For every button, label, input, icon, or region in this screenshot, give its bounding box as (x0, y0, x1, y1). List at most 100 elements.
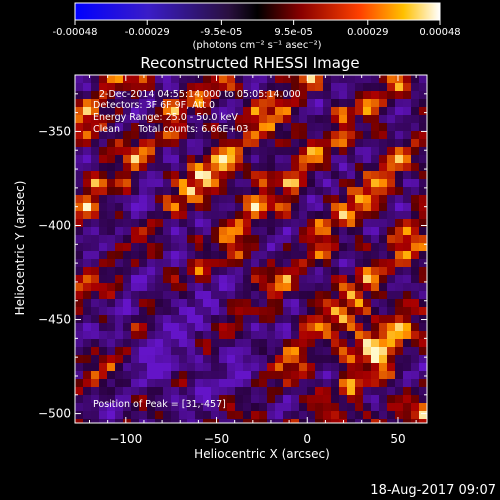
heatmap-cell (339, 147, 348, 156)
heatmap-cell (187, 91, 196, 100)
heatmap-cell (347, 75, 356, 84)
heatmap-cell (339, 347, 348, 356)
heatmap-cell (179, 227, 188, 236)
heatmap-cell (131, 211, 140, 220)
heatmap-cell (291, 187, 300, 196)
heatmap-cell (243, 411, 252, 420)
heatmap-cell (75, 331, 84, 340)
heatmap-cell (187, 291, 196, 300)
heatmap-cell (339, 355, 348, 364)
heatmap-cell (147, 107, 156, 116)
heatmap-cell (139, 83, 148, 92)
heatmap-cell (307, 267, 316, 276)
heatmap-cell (235, 163, 244, 172)
heatmap-cell (171, 339, 180, 348)
heatmap-cell (387, 291, 396, 300)
heatmap-cell (403, 339, 412, 348)
heatmap-cell (243, 123, 252, 132)
heatmap-cell (131, 307, 140, 316)
heatmap-cell (123, 131, 132, 140)
heatmap-cell (187, 267, 196, 276)
heatmap-cell (395, 323, 404, 332)
heatmap-cell (171, 387, 180, 396)
heatmap-cell (211, 147, 220, 156)
heatmap-cell (395, 195, 404, 204)
heatmap-cell (107, 83, 116, 92)
heatmap-cell (219, 179, 228, 188)
heatmap-cell (107, 315, 116, 324)
heatmap-cell (323, 91, 332, 100)
heatmap-cell (203, 203, 212, 212)
heatmap-cell (259, 187, 268, 196)
heatmap-cell (99, 323, 108, 332)
heatmap-cell (195, 331, 204, 340)
heatmap-cell (155, 203, 164, 212)
heatmap-cell (363, 275, 372, 284)
heatmap-cell (323, 387, 332, 396)
heatmap-cell (339, 299, 348, 308)
heatmap-cell (291, 291, 300, 300)
heatmap-cell (355, 259, 364, 268)
heatmap-cell (395, 315, 404, 324)
heatmap-cell (411, 171, 420, 180)
heatmap-cell (155, 123, 164, 132)
heatmap-cell (91, 147, 100, 156)
heatmap-cell (179, 395, 188, 404)
heatmap-cell (227, 363, 236, 372)
heatmap-cell (227, 187, 236, 196)
heatmap-cell (115, 227, 124, 236)
heatmap-cell (411, 203, 420, 212)
heatmap-cell (179, 275, 188, 284)
heatmap-cell (387, 123, 396, 132)
heatmap-cell (275, 235, 284, 244)
heatmap-cell (99, 291, 108, 300)
heatmap-cell (115, 371, 124, 380)
heatmap-cell (419, 187, 427, 196)
heatmap-cell (291, 155, 300, 164)
heatmap-cell (83, 179, 92, 188)
heatmap-cell (355, 123, 364, 132)
heatmap-cell (227, 283, 236, 292)
heatmap-cell (267, 251, 276, 260)
heatmap-cell (203, 331, 212, 340)
heatmap-cell (275, 347, 284, 356)
heatmap-cell (131, 243, 140, 252)
heatmap-cell (147, 371, 156, 380)
heatmap-cell (275, 147, 284, 156)
heatmap-cell (315, 307, 324, 316)
heatmap-cell (123, 155, 132, 164)
heatmap-cell (299, 355, 308, 364)
heatmap-cell (211, 179, 220, 188)
heatmap-cell (419, 235, 427, 244)
heatmap-cell (259, 123, 268, 132)
heatmap-cell (139, 251, 148, 260)
heatmap-cell (347, 347, 356, 356)
heatmap-cell (339, 371, 348, 380)
heatmap-cell (403, 283, 412, 292)
heatmap-cell (91, 235, 100, 244)
heatmap-cell (91, 243, 100, 252)
heatmap-cell (259, 411, 268, 420)
heatmap-cell (379, 411, 388, 420)
heatmap-cell (131, 147, 140, 156)
heatmap-cell (211, 283, 220, 292)
heatmap-cell (163, 187, 172, 196)
heatmap-cell (163, 267, 172, 276)
heatmap-cell (147, 267, 156, 276)
heatmap-cell (227, 155, 236, 164)
heatmap-cell (91, 419, 100, 423)
heatmap-cell (411, 83, 420, 92)
heatmap-cell (83, 419, 92, 423)
heatmap-cell (211, 83, 220, 92)
heatmap-cell (251, 379, 260, 388)
heatmap-cell (251, 355, 260, 364)
heatmap-cell (147, 403, 156, 412)
heatmap-cell (371, 139, 380, 148)
heatmap-cell (355, 299, 364, 308)
heatmap-cell (227, 379, 236, 388)
heatmap-cell (147, 323, 156, 332)
heatmap-cell (75, 387, 84, 396)
heatmap-cell (107, 267, 116, 276)
heatmap-cell (379, 347, 388, 356)
heatmap-cell (403, 387, 412, 396)
